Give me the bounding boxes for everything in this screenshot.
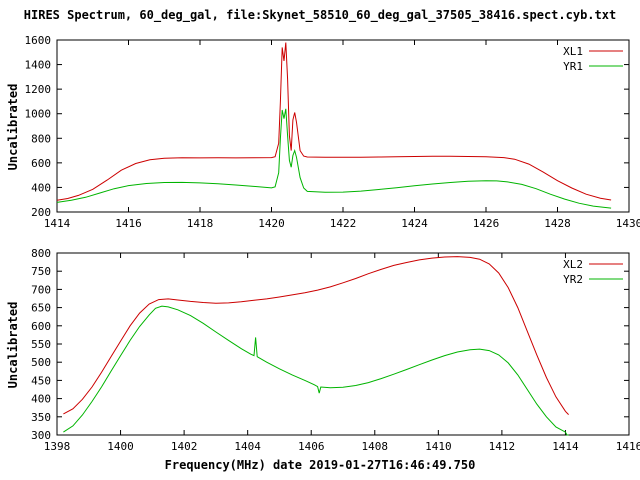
- legend-label-XL1: XL1: [563, 45, 583, 58]
- x-tick-label: 1428: [544, 217, 571, 230]
- x-tick-label: 1404: [234, 440, 261, 453]
- x-tick-label: 1412: [489, 440, 516, 453]
- y-tick-label: 400: [31, 181, 51, 194]
- y-tick-label: 1600: [25, 34, 52, 47]
- y-tick-label: 450: [31, 374, 51, 387]
- x-tick-label: 1402: [171, 440, 198, 453]
- y-tick-label: 600: [31, 157, 51, 170]
- y-tick-label: 1000: [25, 108, 52, 121]
- y-tick-label: 550: [31, 338, 51, 351]
- series-line-YR1: [56, 108, 612, 209]
- plot-border: [56, 39, 630, 213]
- y-tick-label: 800: [31, 132, 51, 145]
- x-tick-label: 1426: [473, 217, 500, 230]
- x-axis-label: Frequency(MHz) date 2019-01-27T16:46:49.…: [164, 458, 476, 472]
- x-tick-label: 1420: [258, 217, 285, 230]
- series-line-XL1: [56, 42, 612, 201]
- y-tick-label: 700: [31, 283, 51, 296]
- x-tick-label: 1400: [107, 440, 134, 453]
- legend-label-YR2: YR2: [563, 273, 583, 286]
- y-tick-label: 1200: [25, 83, 52, 96]
- y-tick-label: 400: [31, 393, 51, 406]
- x-tick-label: 1422: [330, 217, 357, 230]
- plot-border: [56, 252, 630, 436]
- x-tick-label: 1410: [425, 440, 452, 453]
- x-tick-label: 1416: [616, 440, 640, 453]
- y-tick-label: 800: [31, 247, 51, 260]
- y-tick-label: 200: [31, 206, 51, 219]
- top-spectrum-panel: 1414 1416 1418 1420 1422 1424 1426 1428 1430 200 4…: [25, 34, 640, 230]
- chart-title: HIRES Spectrum, 60_deg_gal, file:Skynet_…: [23, 8, 617, 22]
- legend-label-YR1: YR1: [563, 60, 583, 73]
- series-line-YR2: [63, 305, 569, 436]
- x-tick-label: 1398: [44, 440, 71, 453]
- bottom-spectrum-panel: 1398 1400 1402 1404 1406 1408 1410 1412 1414 1416…: [31, 247, 640, 453]
- x-tick-label: 1414: [552, 440, 579, 453]
- y-tick-label: 750: [31, 265, 51, 278]
- y-tick-label: 1400: [25, 59, 52, 72]
- x-tick-label: 1430: [616, 217, 640, 230]
- x-tick-label: 1418: [187, 217, 214, 230]
- x-tick-label: 1424: [401, 217, 428, 230]
- y-tick-label: 300: [31, 429, 51, 442]
- y-tick-label: 600: [31, 320, 51, 333]
- x-tick-label: 1408: [362, 440, 389, 453]
- legend-label-XL2: XL2: [563, 258, 583, 271]
- x-tick-label: 1414: [44, 217, 71, 230]
- x-tick-label: 1406: [298, 440, 325, 453]
- x-tick-label: 1416: [115, 217, 142, 230]
- y-tick-label: 350: [31, 411, 51, 424]
- y-tick-label: 500: [31, 356, 51, 369]
- y-tick-label: 650: [31, 302, 51, 315]
- series-line-XL2: [63, 256, 569, 415]
